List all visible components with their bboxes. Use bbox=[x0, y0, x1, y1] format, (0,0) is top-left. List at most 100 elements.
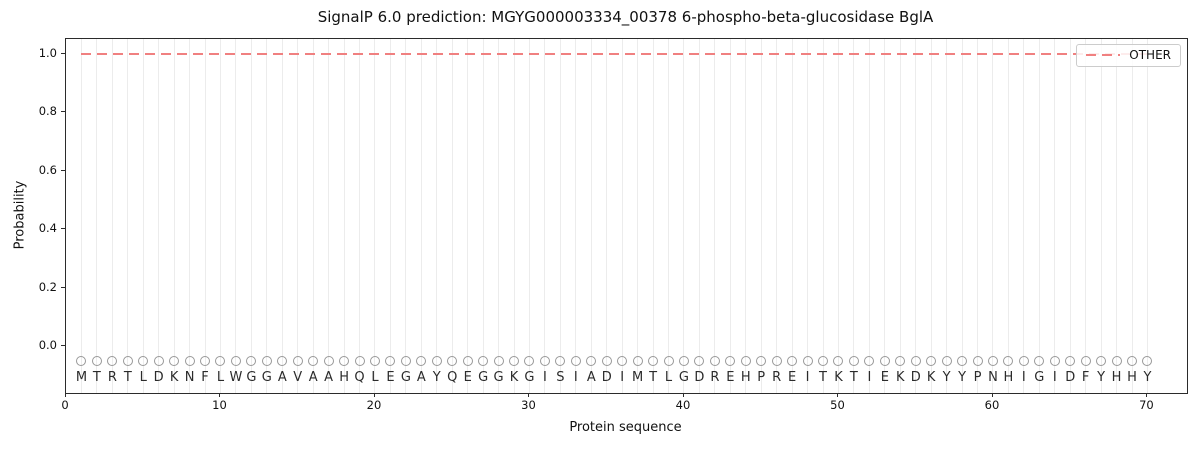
residue-marker bbox=[107, 355, 118, 366]
residue-letter: A bbox=[416, 370, 426, 385]
residue-letter: L bbox=[371, 370, 379, 385]
residue-letter: I bbox=[573, 370, 578, 385]
gridline bbox=[807, 39, 809, 393]
gridline bbox=[235, 39, 237, 393]
gridline bbox=[915, 39, 917, 393]
residue-letter: Q bbox=[354, 370, 365, 385]
residue-marker bbox=[246, 355, 257, 366]
gridline bbox=[204, 39, 206, 393]
gridline bbox=[297, 39, 299, 393]
residue-letter: T bbox=[123, 370, 132, 385]
residue-letter: G bbox=[261, 370, 272, 385]
chart-title: SignalP 6.0 prediction: MGYG000003334_00… bbox=[317, 8, 934, 26]
gridline bbox=[683, 39, 685, 393]
gridline bbox=[389, 39, 391, 393]
gridline bbox=[1085, 39, 1087, 393]
y-tick-mark bbox=[61, 286, 65, 288]
residue-marker bbox=[91, 355, 102, 366]
residue-letter: I bbox=[805, 370, 810, 385]
residue-letter: I bbox=[867, 370, 872, 385]
x-tick-label: 10 bbox=[212, 398, 227, 412]
gridline bbox=[266, 39, 268, 393]
residue-letter: T bbox=[819, 370, 827, 385]
residue-marker bbox=[725, 355, 736, 366]
residue-letter: K bbox=[169, 370, 179, 385]
residue-marker bbox=[756, 355, 767, 366]
gridline bbox=[451, 39, 453, 393]
residue-letter: L bbox=[139, 370, 147, 385]
residue-letter: G bbox=[524, 370, 535, 385]
residue-marker bbox=[1034, 355, 1045, 366]
gridline bbox=[621, 39, 623, 393]
gridline bbox=[729, 39, 731, 393]
residue-marker bbox=[493, 355, 504, 366]
residue-letter: Y bbox=[1097, 370, 1106, 385]
residue-letter: I bbox=[543, 370, 547, 385]
residue-letter: E bbox=[788, 370, 797, 385]
gridline bbox=[961, 39, 963, 393]
y-tick-label: 0.6 bbox=[38, 162, 57, 177]
residue-letter: E bbox=[880, 370, 889, 385]
residue-letter: R bbox=[107, 370, 117, 385]
residue-letter: H bbox=[1003, 370, 1014, 385]
gridline bbox=[343, 39, 345, 393]
residue-letter: K bbox=[926, 370, 936, 385]
gridline bbox=[420, 39, 422, 393]
residue-marker bbox=[740, 355, 751, 366]
gridline bbox=[946, 39, 948, 393]
residue-marker bbox=[926, 355, 937, 366]
residue-letter: G bbox=[1034, 370, 1045, 385]
gridline bbox=[250, 39, 252, 393]
residue-marker bbox=[864, 355, 875, 366]
residue-letter: H bbox=[1111, 370, 1122, 385]
residue-marker bbox=[586, 355, 597, 366]
residue-marker bbox=[122, 355, 133, 366]
residue-letter: L bbox=[664, 370, 673, 385]
residue-marker bbox=[957, 355, 968, 366]
gridline bbox=[80, 39, 82, 393]
residue-marker bbox=[200, 355, 211, 366]
residue-letter: T bbox=[849, 370, 858, 385]
residue-marker bbox=[972, 355, 983, 366]
y-tick-label: 0.2 bbox=[38, 279, 57, 294]
residue-letter: G bbox=[493, 370, 504, 385]
residue-letter: I bbox=[1021, 370, 1026, 385]
residue-letter: K bbox=[834, 370, 843, 385]
residue-marker bbox=[787, 355, 798, 366]
residue-marker bbox=[987, 355, 998, 366]
gridline bbox=[668, 39, 670, 393]
residue-marker bbox=[678, 355, 689, 366]
gridline bbox=[698, 39, 700, 393]
gridline bbox=[977, 39, 978, 393]
gridline bbox=[281, 39, 283, 393]
gridline bbox=[1069, 39, 1071, 393]
gridline bbox=[868, 39, 870, 393]
residue-letter: P bbox=[973, 370, 982, 385]
residue-marker bbox=[601, 355, 612, 366]
residue-marker bbox=[663, 355, 674, 366]
residue-marker bbox=[570, 355, 581, 366]
gridline bbox=[791, 39, 793, 393]
residue-letter: H bbox=[339, 370, 349, 385]
residue-letter: H bbox=[740, 370, 751, 385]
residue-marker bbox=[1018, 355, 1029, 366]
residue-marker bbox=[1080, 355, 1091, 366]
x-tick-label: 0 bbox=[61, 398, 69, 412]
x-tick-label: 20 bbox=[366, 398, 382, 412]
gridline bbox=[899, 39, 901, 393]
residue-marker bbox=[153, 355, 164, 366]
x-tick-mark bbox=[991, 393, 993, 397]
residue-marker bbox=[709, 355, 720, 366]
residue-marker bbox=[1111, 355, 1122, 366]
residue-marker bbox=[1127, 355, 1137, 366]
gridline bbox=[359, 39, 361, 393]
gridline bbox=[822, 39, 824, 393]
residue-marker bbox=[818, 355, 828, 366]
residue-marker bbox=[509, 355, 520, 366]
residue-marker bbox=[76, 355, 87, 366]
residue-letter: V bbox=[293, 370, 303, 385]
gridline bbox=[219, 39, 221, 393]
residue-marker bbox=[478, 355, 489, 366]
legend-label: OTHER bbox=[1129, 48, 1171, 62]
gridline bbox=[853, 39, 855, 393]
